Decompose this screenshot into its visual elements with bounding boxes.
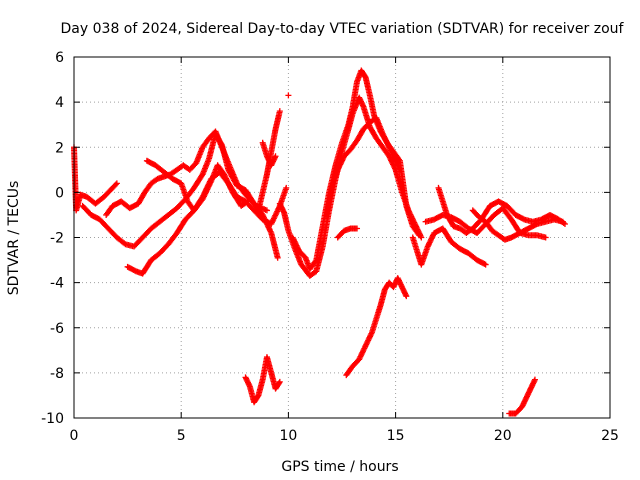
y-tick-label: -2 (50, 231, 64, 247)
data-point (276, 378, 283, 385)
series-arc2 (79, 130, 281, 261)
y-tick-label: -4 (50, 276, 64, 292)
series-arc5 (143, 157, 290, 227)
axis-ticks (73, 56, 611, 419)
x-tick-label: 25 (601, 428, 619, 444)
series-arc7 (259, 139, 279, 169)
series-arc3 (103, 128, 270, 218)
series-arc17 (469, 207, 566, 243)
x-tick-label: 0 (70, 428, 79, 444)
y-tick-labels: -10 -8 -6 -4 -2 0 2 4 6 (41, 50, 64, 427)
series-arc6 (255, 108, 283, 214)
y-tick-label: 2 (55, 140, 64, 156)
series-arc14 (409, 225, 489, 268)
series-arc18 (242, 354, 283, 406)
data-point (272, 153, 279, 160)
data-point (285, 92, 292, 99)
y-tick-label: 0 (55, 185, 64, 201)
y-tick-label: -10 (41, 411, 64, 427)
y-axis-label: SDTVAR / TECUs (6, 181, 22, 296)
data-point (354, 225, 361, 232)
x-axis-label: GPS time / hours (281, 459, 398, 475)
y-tick-label: -8 (50, 366, 64, 382)
data-marks (71, 67, 568, 417)
data-point (482, 261, 489, 268)
data-point (263, 207, 270, 214)
data-point (112, 181, 119, 188)
y-tick-label: 4 (55, 95, 64, 111)
data-point (531, 376, 538, 383)
data-point (276, 108, 283, 115)
y-tick-label: -6 (50, 321, 64, 337)
series-arc8 (285, 92, 292, 99)
data-point (416, 232, 423, 239)
series-arc19 (506, 376, 538, 417)
data-point (113, 180, 120, 187)
series-arc13 (343, 275, 410, 379)
data-point (312, 258, 319, 265)
data-point (396, 166, 403, 173)
x-tick-label: 20 (494, 428, 512, 444)
series-arc16 (435, 184, 568, 236)
series-arc12 (334, 225, 361, 241)
chart-title: Day 038 of 2024, Sidereal Day-to-day VTE… (61, 21, 625, 37)
x-tick-label: 15 (387, 428, 405, 444)
data-point (121, 240, 128, 247)
data-point (403, 293, 410, 300)
x-tick-label: 10 (279, 428, 297, 444)
data-point (415, 230, 422, 237)
data-point (276, 380, 283, 387)
x-tick-labels: 0 5 10 15 20 25 (70, 428, 619, 444)
series-arc11 (323, 114, 403, 218)
data-point (542, 234, 549, 241)
y-tick-label: 6 (55, 50, 64, 66)
data-point (559, 218, 566, 225)
x-tick-label: 5 (177, 428, 186, 444)
data-point (283, 184, 290, 191)
data-point (274, 254, 281, 261)
